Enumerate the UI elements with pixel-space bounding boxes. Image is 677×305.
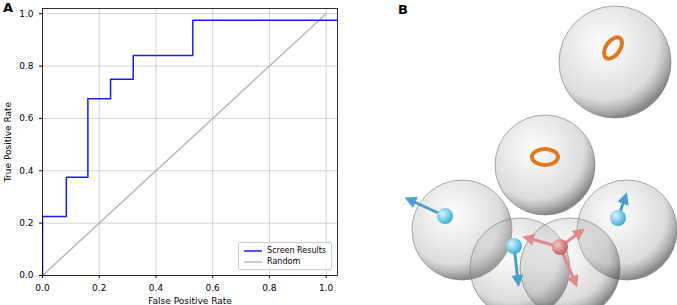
svg-text:0.4: 0.4	[19, 166, 34, 176]
svg-text:0.6: 0.6	[19, 113, 34, 123]
svg-text:B: B	[398, 2, 408, 17]
svg-text:False Positive Rate: False Positive Rate	[148, 296, 232, 305]
svg-text:1.0: 1.0	[19, 9, 34, 19]
svg-text:0.4: 0.4	[149, 283, 164, 293]
html-text:A: A	[3, 0, 14, 15]
svg-text:0.2: 0.2	[92, 283, 106, 293]
svg-text:0.6: 0.6	[206, 283, 221, 293]
svg-text:True Positive Rate: True Positive Rate	[3, 101, 13, 183]
html-text:Random: Random	[267, 257, 301, 266]
svg-text:0.0: 0.0	[19, 270, 34, 280]
svg-text:0.8: 0.8	[19, 61, 34, 71]
html-text:Screen Results: Screen Results	[267, 246, 326, 255]
svg-text:0.2: 0.2	[19, 218, 33, 228]
svg-text:0.0: 0.0	[35, 283, 50, 293]
svg-text:1.0: 1.0	[319, 283, 334, 293]
svg-text:0.8: 0.8	[262, 283, 277, 293]
